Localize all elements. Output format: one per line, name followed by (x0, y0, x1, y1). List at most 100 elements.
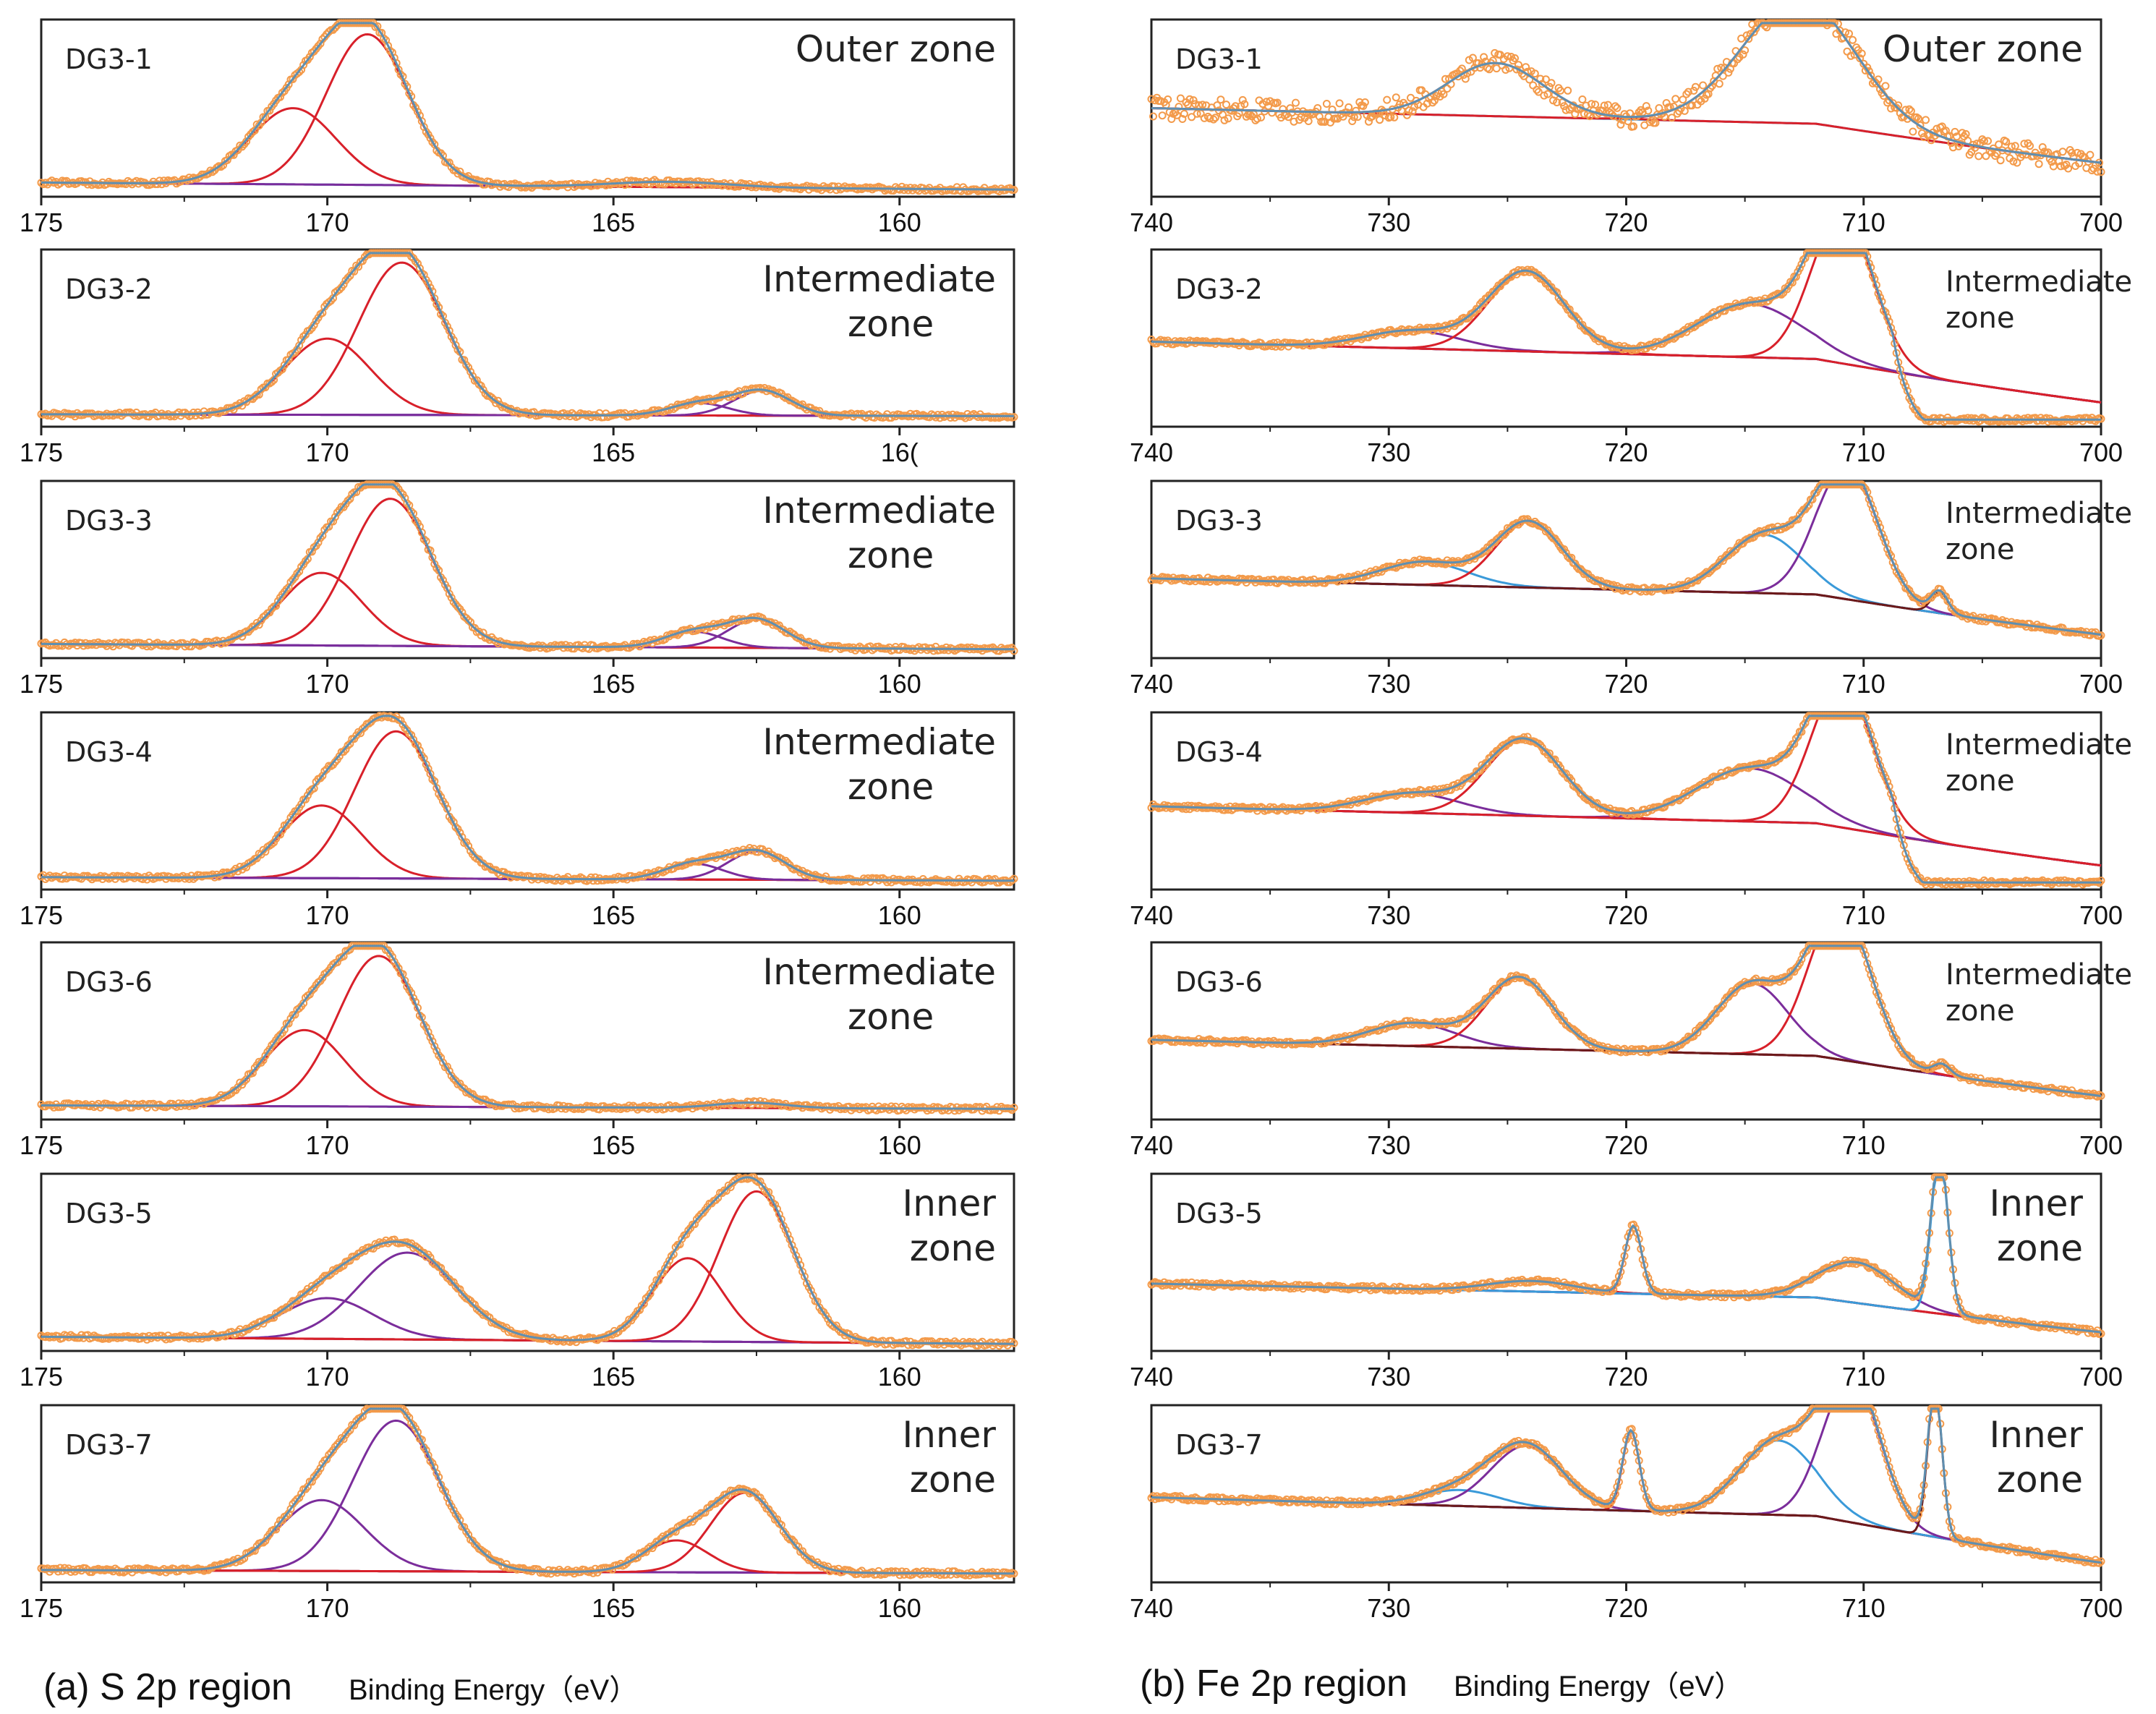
data-point (229, 150, 238, 159)
data-point (358, 257, 367, 265)
panel-a-dg3-5-tick-label: 175 (20, 1362, 63, 1391)
data-point (307, 986, 316, 994)
data-point (669, 405, 678, 413)
data-point (305, 326, 314, 335)
data-point (439, 1058, 447, 1067)
data-point (447, 593, 456, 602)
data-point (265, 106, 274, 115)
data-point (276, 1031, 284, 1039)
panel-a-dg3-7-tick-label: 175 (20, 1593, 63, 1623)
panel-a-dg3-5-frame (40, 1172, 1015, 1352)
data-point (303, 791, 312, 800)
data-point (344, 741, 352, 750)
data-point (323, 968, 331, 977)
data-point (456, 1285, 464, 1294)
panel-a-dg3-6-sample-label: DG3-6 (65, 966, 153, 998)
data-point (335, 752, 344, 761)
panel-a-dg3-1-sample-label: DG3-1 (65, 43, 153, 75)
panel-a-dg3-4-tick-label: 165 (592, 900, 635, 930)
panel-a-dg3-2-tick-label: 16( (881, 438, 919, 467)
data-point (883, 878, 892, 887)
data-point (961, 414, 970, 422)
panel-a-dg3-2-sample-label: DG3-2 (65, 273, 153, 305)
panel-a-dg3-1-tick-label: 170 (306, 208, 349, 237)
panel-a-dg3-7-tick-label: 160 (878, 1593, 921, 1623)
data-point (299, 1289, 308, 1298)
panel-b-dg3-2-tick-label: 710 (1842, 438, 1886, 467)
data-point (462, 361, 471, 370)
data-point (449, 1278, 458, 1287)
panel-b-dg3-2-zone-label-0: Intermediate (1946, 265, 2132, 299)
data-point (240, 1077, 249, 1086)
data-point (477, 382, 485, 390)
data-point (339, 748, 348, 756)
data-point (295, 1004, 304, 1012)
panel-a-dg3-5-zone-label-1: zone (910, 1227, 996, 1269)
data-point (305, 53, 314, 61)
data-point (401, 724, 409, 733)
data-point (667, 1252, 676, 1261)
data-point (1010, 647, 1018, 655)
data-point (443, 322, 451, 331)
data-point (289, 75, 297, 83)
data-point (307, 547, 316, 556)
data-point (439, 576, 447, 584)
panel-b-dg3-2-tick-label: 730 (1367, 438, 1410, 467)
data-point (305, 990, 314, 999)
data-point (318, 772, 327, 780)
panel-b-dg3-1-tick-label: 710 (1842, 208, 1886, 237)
data-point (479, 385, 487, 394)
data-point (299, 61, 308, 69)
data-point (445, 1067, 453, 1075)
panel-a-dg3-1-envelope (41, 22, 1014, 191)
panel-a-dg3-3-zone-label-1: zone (848, 534, 934, 576)
data-point (250, 392, 259, 401)
data-point (396, 488, 405, 497)
panel-a-dg3-6-zone-label-0: Intermediate (762, 951, 996, 993)
panel-a-dg3-3-envelope (41, 483, 1015, 651)
data-point (407, 507, 416, 516)
data-point (470, 1093, 479, 1101)
data-point (665, 1256, 673, 1265)
panel-a-dg3-6-tick-label: 160 (878, 1130, 921, 1160)
data-point (297, 563, 306, 571)
data-point (274, 1033, 282, 1041)
data-point (295, 567, 304, 576)
data-point (453, 602, 462, 611)
data-point (1005, 184, 1014, 192)
data-point (280, 1305, 289, 1313)
panel-b-dg3-2-tick-label: 740 (1130, 438, 1173, 467)
data-point (295, 68, 304, 76)
data-point (684, 1226, 693, 1235)
data-point (268, 1041, 276, 1049)
panel-a-dg3-3-tick-label: 165 (592, 669, 635, 699)
data-point (179, 1099, 187, 1108)
data-point (511, 179, 519, 188)
data-point (407, 730, 416, 739)
panel-b-dg3-2-sample-label: DG3-2 (1175, 273, 1263, 305)
data-point (346, 1256, 354, 1265)
data-point (302, 557, 310, 566)
data-point (426, 1253, 435, 1262)
panel-a-dg3-2-tick-label: 170 (306, 438, 349, 467)
panel-a-dg3-7-tick-label: 165 (592, 1593, 635, 1623)
panel-a-dg3-4-zone-label-1: zone (848, 766, 934, 808)
panel-a-dg3-2-zone-label-1: zone (848, 303, 934, 345)
panel-b-dg3-1-sample-label: DG3-1 (1175, 43, 1263, 75)
data-point (661, 407, 670, 416)
data-point (430, 1042, 439, 1051)
panel-a-dg3-2-frame (40, 248, 1015, 428)
panel-a-dg3-3-tick-label: 175 (20, 669, 63, 699)
panel-b-dg3-2-tick-label: 720 (1604, 438, 1648, 467)
panel-a-dg3-1-tick-label: 160 (878, 208, 921, 237)
data-point (426, 134, 435, 142)
data-point (474, 1306, 483, 1315)
data-point (521, 1329, 530, 1338)
panel-b-dg3-2-tick-label: 700 (2079, 438, 2123, 467)
